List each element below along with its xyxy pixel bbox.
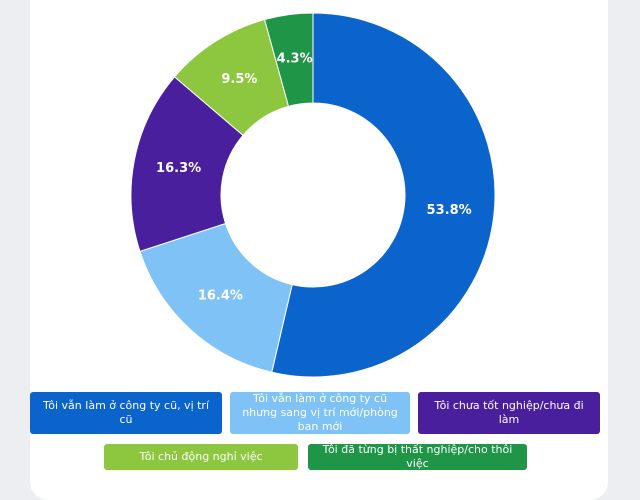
- donut-segment: [130, 76, 244, 252]
- value-label: 16.4%: [198, 288, 243, 303]
- legend-item: Tôi chưa tốt nghiệp/chưa đi làm: [418, 392, 600, 434]
- donut-segment: [139, 222, 293, 373]
- legend-item: Tôi đã từng bị thất nghiệp/cho thôi việc: [308, 443, 527, 470]
- value-label: 16.3%: [156, 161, 201, 176]
- value-label: 4.3%: [277, 52, 313, 67]
- legend-item: Tôi chủ động nghỉ việc: [104, 444, 298, 470]
- legend-item: Tôi vẫn làm ở công ty cũ nhưng sang vị t…: [230, 392, 410, 434]
- page: 53.8% 16.4% 16.3% 9.5% 4.3% Tôi vẫn làm ở cô…: [30, 0, 608, 500]
- legend-item: Tôi vẫn làm ở công ty cũ, vị trí cũ: [30, 392, 222, 434]
- donut-segment: [263, 12, 314, 107]
- value-label: 9.5%: [221, 72, 257, 87]
- value-label: 53.8%: [427, 203, 472, 218]
- donut-segment: [271, 12, 496, 378]
- chart: 53.8% 16.4% 16.3% 9.5% 4.3%: [130, 12, 496, 378]
